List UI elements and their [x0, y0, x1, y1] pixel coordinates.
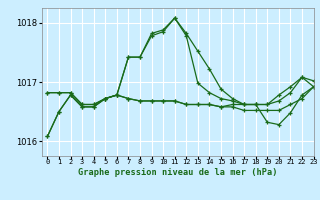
X-axis label: Graphe pression niveau de la mer (hPa): Graphe pression niveau de la mer (hPa)	[78, 168, 277, 177]
